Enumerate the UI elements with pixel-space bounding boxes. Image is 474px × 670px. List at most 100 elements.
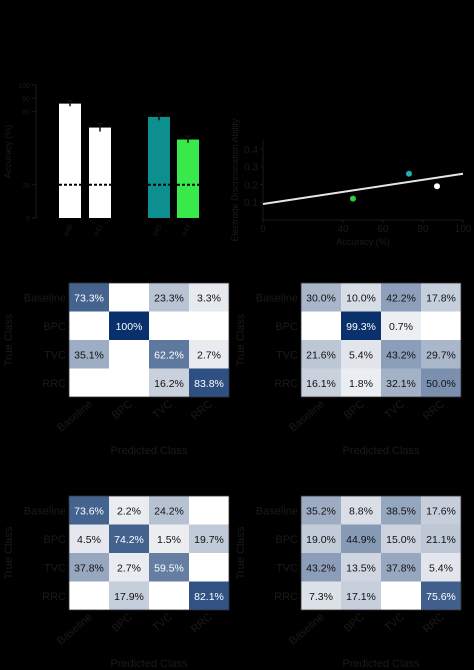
y-axis-label: Accuracy (%)	[3, 125, 13, 179]
matrix-cell-label: 3.3%	[197, 292, 221, 304]
row-label: RRC	[42, 378, 66, 390]
matrix-cell-label: 8.8%	[349, 505, 373, 517]
column-label: BPC	[110, 398, 135, 422]
matrix-cell	[109, 524, 149, 553]
matrix-cell	[69, 340, 109, 369]
matrix-cell-label: 17.6%	[426, 505, 456, 517]
matrix-cell-label: 59.5%	[154, 562, 184, 574]
row-label: RRC	[274, 378, 298, 390]
matrix-cell-label: 43.2%	[306, 562, 336, 574]
matrix-cell	[109, 368, 149, 397]
matrix-cell	[421, 283, 461, 312]
matrix-cell-label: 1.8%	[349, 378, 373, 390]
row-label: TVC	[44, 562, 66, 574]
matrix-cell	[301, 581, 341, 610]
regression-line	[262, 172, 464, 205]
matrix-cell	[69, 581, 109, 610]
y-tick-label: 0	[26, 216, 30, 223]
matrix-cell	[421, 340, 461, 369]
matrix-cell	[69, 311, 109, 340]
matrix-cell	[381, 283, 421, 312]
x-axis-title: Predicted Class	[110, 658, 188, 670]
column-label: Baseline	[55, 611, 95, 647]
matrix-cell-label: 43.2%	[386, 349, 416, 361]
matrix-cell-label: 30.0%	[306, 292, 336, 304]
matrix-cell-label: 19.7%	[194, 534, 224, 546]
matrix-cell-label: 16.2%	[154, 378, 184, 390]
row-label: Baseline	[24, 505, 66, 517]
row-label: RRC	[274, 591, 298, 603]
confusion-matrix-top-left: 73.3% 23.3% 3.3% 100% 35.1% 62.2% 2.7% 16.2% 83.…	[3, 282, 230, 457]
matrix-cell-label: 16.1%	[306, 378, 336, 390]
matrix-cell-label: 38.5%	[386, 505, 416, 517]
y-axis-title: True Class	[235, 526, 247, 579]
matrix-cell	[69, 553, 109, 582]
matrix-cell	[301, 311, 341, 340]
matrix-cell	[69, 496, 109, 525]
matrix-cell	[69, 368, 109, 397]
matrix-cell-label: 44.9%	[346, 534, 376, 546]
bar	[89, 127, 111, 218]
matrix-frame	[300, 495, 462, 611]
matrix-cell	[109, 553, 149, 582]
x-axis-title: Predicted Class	[342, 658, 420, 670]
matrix-cell	[381, 368, 421, 397]
x-tick-label: p45	[152, 223, 164, 237]
confusion-matrix-bottom-right: 35.2% 8.8% 38.5% 17.6% 19.0% 44.9% 15.0% 21.1% 4…	[235, 495, 462, 670]
bar	[59, 103, 81, 218]
x-axis-label: Accuracy (%)	[336, 237, 390, 247]
row-label: Baseline	[24, 292, 66, 304]
matrix-cell-label: 7.3%	[309, 591, 333, 603]
matrix-cell	[301, 524, 341, 553]
matrix-cell	[341, 283, 381, 312]
column-label: Baseline	[287, 398, 327, 434]
matrix-cell-label: 99.3%	[346, 321, 376, 333]
matrix-cell-label: 5.4%	[429, 562, 453, 574]
matrix-cell	[189, 524, 229, 553]
x-tick-label: 60	[377, 224, 389, 235]
matrix-cell-label: 17.1%	[346, 591, 376, 603]
matrix-cell	[341, 368, 381, 397]
matrix-cell-label: 74.2%	[114, 534, 144, 546]
matrix-cell	[341, 553, 381, 582]
y-tick-label: 25	[22, 183, 30, 190]
matrix-cell-label: 15.0%	[386, 534, 416, 546]
matrix-cell-label: 2.7%	[117, 562, 141, 574]
matrix-cell-label: 24.2%	[154, 505, 184, 517]
matrix-cell	[421, 311, 461, 340]
y-tick-label: 80	[22, 110, 30, 117]
column-label: BPC	[342, 611, 367, 635]
column-label: TVC	[150, 611, 175, 634]
matrix-cell-label: 42.2%	[386, 292, 416, 304]
matrix-cell-label: 19.0%	[306, 534, 336, 546]
matrix-cell	[189, 311, 229, 340]
row-label: BPC	[43, 321, 66, 333]
matrix-cell-label: 17.9%	[114, 591, 144, 603]
matrix-cell	[109, 496, 149, 525]
column-label: BPC	[342, 398, 367, 422]
bar-chart-panel: 0 25 80 90 100 Accuracy (%) p49 p41 p45 p44	[3, 83, 199, 237]
matrix-cell	[301, 553, 341, 582]
matrix-cell-label: 13.5%	[346, 562, 376, 574]
matrix-cell	[149, 340, 189, 369]
column-label: Baseline	[55, 398, 95, 434]
matrix-cell	[109, 581, 149, 610]
row-label: TVC	[44, 349, 66, 361]
matrix-cell	[109, 311, 149, 340]
matrix-cell	[149, 496, 189, 525]
matrix-cell	[69, 524, 109, 553]
matrix-cell-label: 29.7%	[426, 349, 456, 361]
matrix-cell-label: 83.8%	[194, 378, 224, 390]
bar	[177, 139, 199, 218]
matrix-cell	[189, 496, 229, 525]
matrix-cell-label: 2.7%	[197, 349, 221, 361]
row-label: Baseline	[256, 292, 298, 304]
matrix-cell-label: 50.0%	[426, 378, 456, 390]
y-tick-label: 0.3	[244, 163, 258, 174]
matrix-cell	[301, 496, 341, 525]
matrix-cell	[341, 581, 381, 610]
y-tick-label: 100	[18, 83, 30, 90]
matrix-cell	[341, 311, 381, 340]
bar	[148, 116, 170, 218]
matrix-cell-label: 35.2%	[306, 505, 336, 517]
